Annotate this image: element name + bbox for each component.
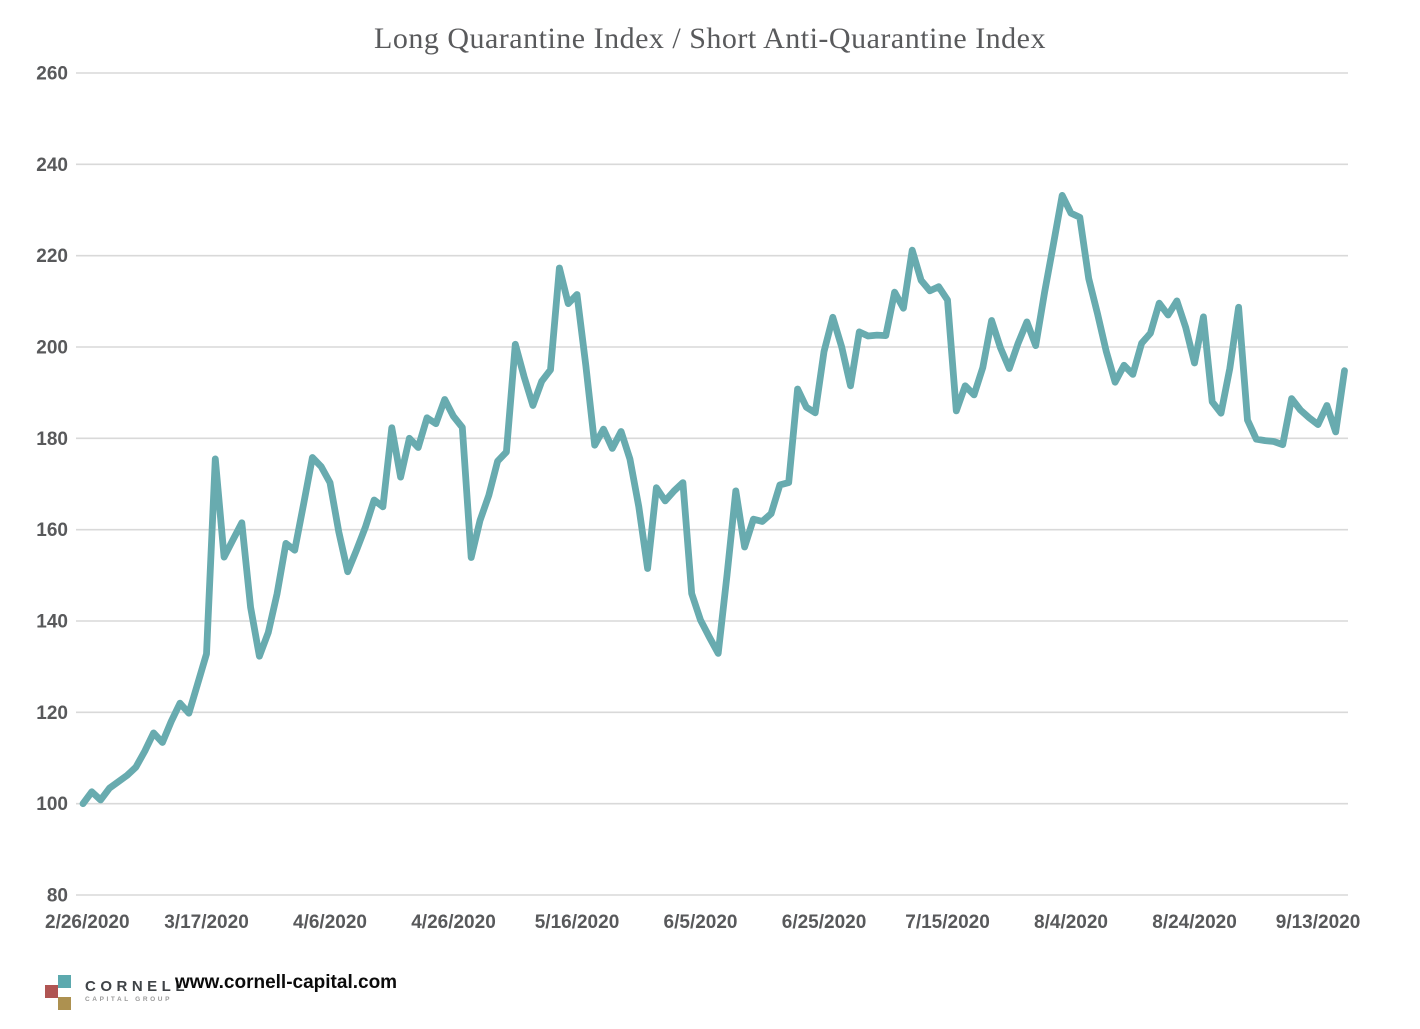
y-tick-label-80: 80 (47, 886, 68, 907)
x-tick-label-9/13/2020: 9/13/2020 (1276, 912, 1361, 933)
x-tick-label-3/17/2020: 3/17/2020 (164, 912, 249, 933)
y-tick-label-220: 220 (36, 246, 68, 267)
logo-red-square (45, 985, 58, 998)
x-tick-label-4/26/2020: 4/26/2020 (411, 912, 496, 933)
y-tick-label-200: 200 (36, 338, 68, 359)
x-tick-label-8/4/2020: 8/4/2020 (1034, 912, 1108, 933)
logo-brand: CORNELL (85, 977, 189, 995)
cornell-logo-icon (44, 971, 72, 1011)
x-tick-label-5/16/2020: 5/16/2020 (535, 912, 620, 933)
x-tick-label-8/24/2020: 8/24/2020 (1152, 912, 1237, 933)
index-line-series (79, 191, 1348, 808)
footer: CORNELL CAPITAL GROUP (44, 968, 189, 1014)
y-tick-label-180: 180 (36, 429, 68, 450)
y-tick-label-120: 120 (36, 703, 68, 724)
x-tick-label-6/25/2020: 6/25/2020 (782, 912, 867, 933)
website-link[interactable]: www.cornell-capital.com (175, 972, 398, 993)
x-tick-label-7/15/2020: 7/15/2020 (905, 912, 990, 933)
y-tick-label-260: 260 (36, 64, 68, 85)
y-tick-label-100: 100 (36, 794, 68, 815)
y-tick-label-160: 160 (36, 520, 68, 541)
y-tick-label-240: 240 (36, 155, 68, 176)
x-tick-label-6/5/2020: 6/5/2020 (664, 912, 738, 933)
x-tick-label-2/26/2020: 2/26/2020 (45, 912, 130, 933)
chart-title: Long Quarantine Index / Short Anti-Quara… (374, 22, 1046, 55)
x-tick-label-4/6/2020: 4/6/2020 (293, 912, 367, 933)
logo-text: CORNELL CAPITAL GROUP (85, 979, 189, 1004)
logo-teal-square (58, 975, 71, 988)
y-tick-label-140: 140 (36, 612, 68, 633)
logo-subtitle: CAPITAL GROUP (85, 995, 173, 1003)
logo-gold-square (58, 997, 71, 1010)
